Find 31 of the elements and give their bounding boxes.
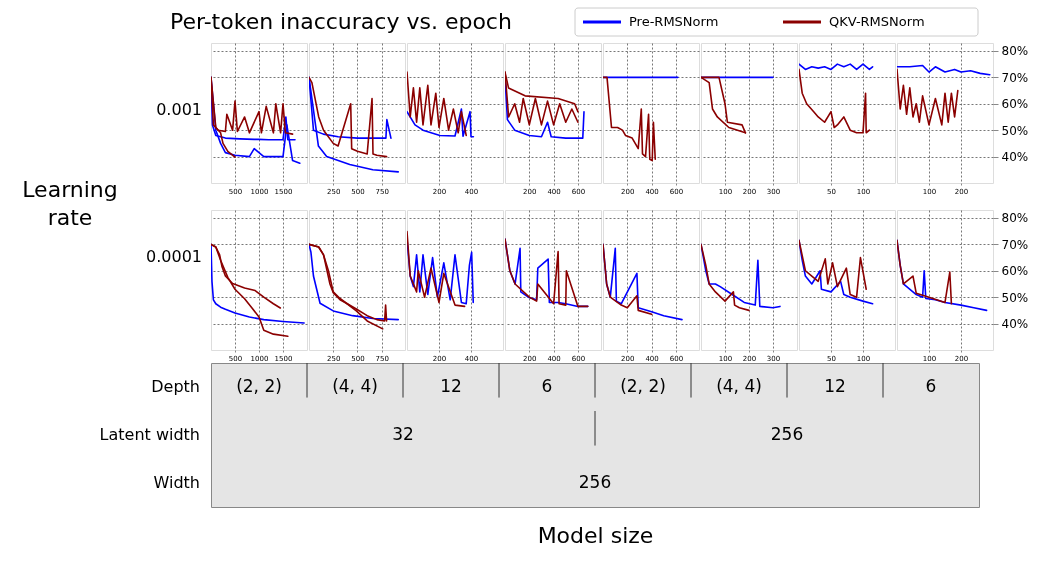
legend-label: QKV-RMSNorm bbox=[829, 14, 925, 29]
text: (4, 4) bbox=[332, 376, 378, 396]
text: Width bbox=[153, 473, 200, 492]
text: Latent width bbox=[99, 425, 200, 444]
text: 32 bbox=[392, 424, 414, 444]
text: 6 bbox=[541, 376, 553, 396]
y-tick-label: 40% bbox=[1001, 317, 1029, 332]
text: (2, 2) bbox=[236, 376, 282, 396]
text: Learning rate bbox=[22, 177, 118, 230]
text: 256 bbox=[578, 472, 612, 492]
y-tick-label: 60% bbox=[1001, 97, 1029, 112]
text: Depth bbox=[151, 377, 200, 396]
y-tick-label: 70% bbox=[1001, 70, 1029, 85]
text: 256 bbox=[770, 424, 804, 444]
y-tick-label: 70% bbox=[1001, 237, 1029, 252]
y-tick-label: 80% bbox=[1001, 211, 1029, 226]
text: Per-token inaccuracy vs. epoch bbox=[170, 9, 512, 34]
y-tick-label: 80% bbox=[1001, 44, 1029, 59]
y-tick-label: 50% bbox=[1001, 290, 1029, 305]
text: 12 bbox=[440, 376, 462, 396]
y-axis-title: 0.0001 bbox=[146, 246, 202, 266]
y-tick-label: 40% bbox=[1001, 150, 1029, 165]
y-tick-label: 60% bbox=[1001, 264, 1029, 279]
y-tick-label: 50% bbox=[1001, 123, 1029, 138]
text: Model size bbox=[537, 522, 654, 548]
text: 6 bbox=[925, 376, 937, 396]
legend-label: Pre-RMSNorm bbox=[629, 14, 719, 29]
text: (2, 2) bbox=[620, 376, 666, 396]
y-axis-title: 0.001 bbox=[156, 99, 202, 119]
text: (4, 4) bbox=[716, 376, 762, 396]
text: 12 bbox=[824, 376, 846, 396]
